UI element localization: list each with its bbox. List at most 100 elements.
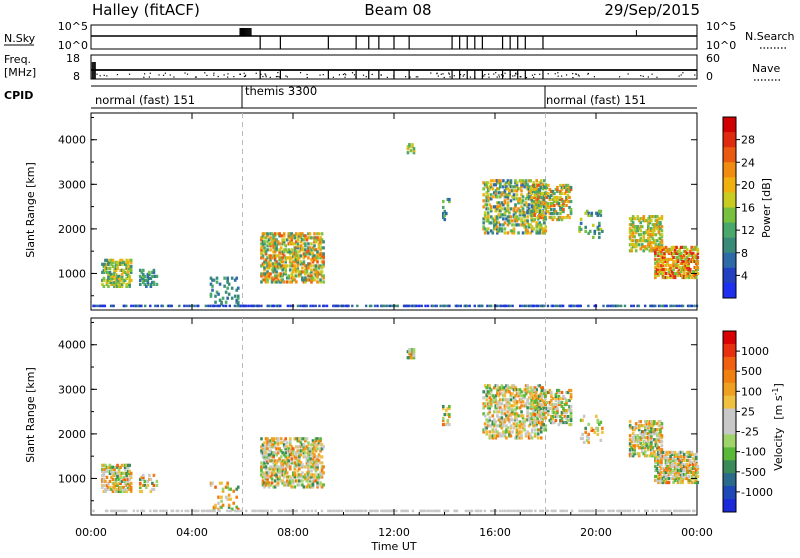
echo-cell-1687 [679,253,683,258]
ground-cell-1925 [309,304,312,308]
nave-dot-55 [233,76,235,78]
echo-cell-205 [217,292,220,296]
echo-cell-130 [128,473,131,477]
echo-cell-472 [295,455,298,459]
echo-cell-1544 [664,480,668,485]
echo-cell-701 [320,260,324,264]
echo-cell-1665 [676,273,680,278]
echo-cell-1738 [687,257,691,262]
echo-cell-1348 [628,235,632,239]
echo-cell-766 [492,410,496,414]
echo-cell-573 [308,459,312,463]
echo-cell-1052 [529,179,532,183]
ground-cell-2009 [611,509,614,513]
nave-dot-57 [96,73,98,75]
echo-cell-1150 [537,402,541,407]
echo-cell-218 [260,437,263,441]
echo-cell-496 [293,268,297,272]
echo-cell-480 [296,473,300,477]
echo-cell-786 [489,183,493,187]
echo-cell-94 [119,282,122,287]
echo-cell-99 [122,477,125,481]
echo-cell-676 [317,272,321,276]
echo-cell-1546 [655,269,659,274]
echo-cell-905 [511,384,514,388]
echo-cell-275 [264,276,268,280]
echo-cell-422 [287,455,291,459]
echo-cell-268 [266,453,269,457]
echo-cell-135 [129,487,133,492]
echo-cell-1637 [678,460,681,465]
echo-cell-1316 [631,444,635,448]
echo-cell-150 [129,260,133,264]
ground-cell-2025 [546,304,550,308]
echo-cell-912 [509,207,513,211]
echo-cell-555 [307,469,310,473]
echo-cell-758 [486,231,490,235]
echo-cell-1608 [673,450,677,455]
ground-cell-2082 [688,304,691,308]
echo-cell-926 [512,229,516,233]
colorbar-tick-label-0: 28 [741,134,755,147]
echo-cell-726 [411,143,414,147]
echo-cell-1299 [628,452,632,456]
echo-cell-681 [317,244,321,248]
echo-cell-844 [503,406,507,410]
echo-cell-337 [275,453,278,457]
echo-cell-1659 [681,474,684,479]
echo-cell-1250 [559,400,562,405]
echo-cell-253 [261,254,265,258]
echo-cell-1286 [569,422,573,427]
echo-cell-1757 [443,412,447,417]
echo-cell-1221 [542,195,546,200]
echo-cell-498 [293,264,297,268]
nave-dot-5 [539,73,541,75]
echo-cell-1404 [648,444,652,448]
echo-cell-1456 [657,446,661,450]
echo-cell-769 [492,386,496,390]
echo-cell-1555 [657,265,660,270]
echo-cell-181 [218,481,222,485]
ground-cell-1939 [430,509,434,513]
echo-cell-578 [308,447,312,451]
echo-cell-735 [488,406,492,410]
echo-cell-1330 [633,426,636,430]
echo-cell-1134 [533,396,536,401]
echo-cell-348 [276,451,280,455]
echo-cell-805 [499,434,502,438]
echo-cell-293 [269,441,272,445]
echo-cell-357 [278,469,281,473]
echo-cell-766 [486,199,490,203]
echo-cell-1758 [445,422,448,427]
echo-cell-845 [499,205,502,209]
echo-cell-1035 [527,197,531,201]
ground-cell-2084 [690,304,694,308]
ground-cell-1816 [141,509,144,513]
echo-cell-1569 [667,470,671,475]
cpid-label: CPID [4,89,33,102]
echo-cell-1547 [655,267,659,272]
echo-cell-1727 [685,251,689,256]
nave-dot-90 [244,75,246,77]
echo-cell-224 [230,276,234,280]
echo-cell-1722 [685,267,689,272]
echo-cell-1233 [556,410,559,415]
echo-cell-1616 [675,458,678,463]
echo-cell-625 [314,439,318,443]
nave-dot-125 [575,73,577,75]
echo-cell-1011 [527,416,531,420]
echo-cell-759 [486,227,490,231]
echo-cell-1705 [688,452,692,457]
echo-cell-33 [108,278,112,283]
echo-cell-1554 [657,267,660,272]
echo-cell-731 [482,225,485,229]
echo-cell-1298 [560,207,564,212]
echo-cell-524 [302,451,306,455]
echo-cell-258 [261,234,265,238]
echo-cell-1704 [682,263,686,268]
echo-cell-1287 [569,418,573,423]
echo-cell-1144 [542,179,546,183]
echo-cell-1423 [650,430,653,434]
echo-cell-1493 [654,223,658,227]
echo-cell-956 [518,392,522,396]
